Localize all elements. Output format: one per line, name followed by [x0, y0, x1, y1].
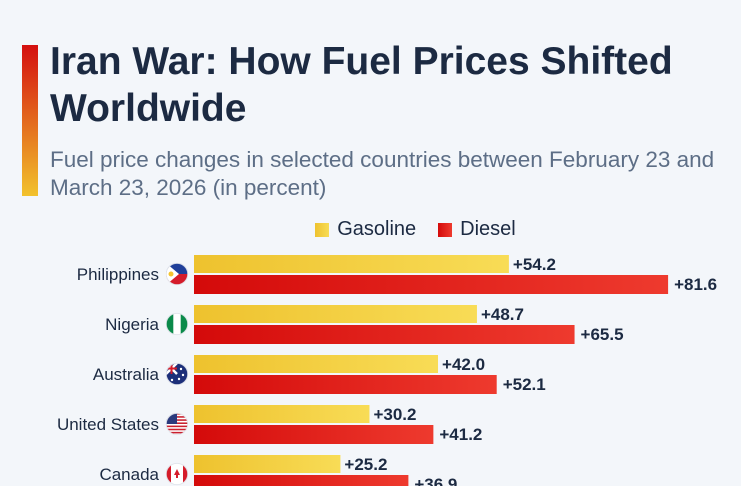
value-label-diesel: +52.1 [503, 375, 546, 394]
value-label-diesel: +65.5 [581, 325, 624, 344]
bar-gasoline [194, 355, 439, 373]
category-label: Australia [93, 365, 160, 384]
value-label-gasoline: +42.0 [442, 355, 485, 374]
legend-item-diesel: Diesel [438, 218, 516, 241]
value-label-gasoline: +25.2 [344, 455, 387, 474]
value-label-diesel: +36.9 [414, 475, 457, 486]
bar-gasoline [194, 255, 509, 273]
bar-diesel [194, 275, 669, 294]
bar-gasoline [194, 305, 477, 323]
legend-label-diesel: Diesel [460, 218, 516, 240]
united-states-flag-icon [166, 413, 188, 435]
value-label-gasoline: +30.2 [373, 405, 416, 424]
legend-label-gasoline: Gasoline [337, 218, 417, 240]
bar-gasoline [194, 455, 341, 473]
bar-diesel [194, 475, 409, 486]
chart-title: Iran War: How Fuel Prices Shifted Worldw… [50, 40, 673, 130]
category-label: Philippines [77, 265, 159, 284]
legend-swatch-gasoline [315, 222, 330, 237]
country-row: Philippines +54.2 +81.6 [77, 255, 717, 294]
value-label-diesel: +81.6 [674, 275, 717, 294]
philippines-flag-icon [166, 263, 188, 285]
bar-diesel [194, 425, 434, 444]
value-label-gasoline: +54.2 [513, 255, 556, 274]
category-label: United States [57, 415, 159, 434]
country-row: United States +30.2 +41.2 [57, 405, 482, 444]
value-label-diesel: +41.2 [439, 425, 482, 444]
nigeria-flag-icon [166, 313, 188, 335]
category-label: Canada [99, 465, 159, 484]
legend-swatch-diesel [438, 222, 453, 237]
bar-diesel [194, 325, 575, 344]
country-row: Australia +42.0 +52.1 [93, 355, 546, 394]
legend-item-gasoline: Gasoline [315, 218, 416, 241]
chart-subtitle: Fuel price changes in selected countries… [50, 147, 715, 200]
bar-gasoline [194, 405, 370, 423]
bar-diesel [194, 375, 497, 394]
value-label-gasoline: +48.7 [481, 305, 524, 324]
title-accent-bar [22, 45, 38, 196]
legend: Gasoline Diesel [0, 218, 741, 241]
country-row: Canada +25.2 +36.9 [99, 455, 457, 486]
canada-flag-icon [166, 463, 188, 485]
category-label: Nigeria [105, 315, 159, 334]
country-row: Nigeria +48.7 +65.5 [105, 305, 624, 344]
